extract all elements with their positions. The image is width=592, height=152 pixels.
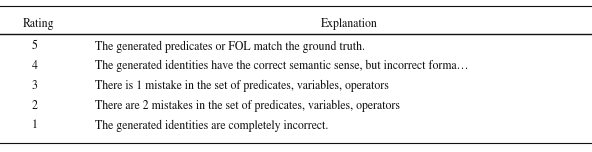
Text: 4: 4 [31, 60, 37, 72]
Text: There are 2 mistakes in the set of predicates, variables, operators: There are 2 mistakes in the set of predi… [95, 100, 400, 112]
Text: 1: 1 [31, 119, 37, 131]
Text: There is 1 mistake in the set of predicates, variables, operators: There is 1 mistake in the set of predica… [95, 80, 388, 92]
Text: Explanation: Explanation [321, 18, 378, 29]
Text: The generated predicates or FOL match the ground truth.: The generated predicates or FOL match th… [95, 40, 365, 52]
Text: 2: 2 [31, 100, 37, 112]
Text: 3: 3 [31, 80, 37, 92]
Text: The generated identities have the correct semantic sense, but incorrect forma…: The generated identities have the correc… [95, 60, 468, 72]
Text: 5: 5 [31, 40, 37, 52]
Text: The generated identities are completely incorrect.: The generated identities are completely … [95, 119, 328, 131]
Text: Rating: Rating [22, 18, 54, 29]
